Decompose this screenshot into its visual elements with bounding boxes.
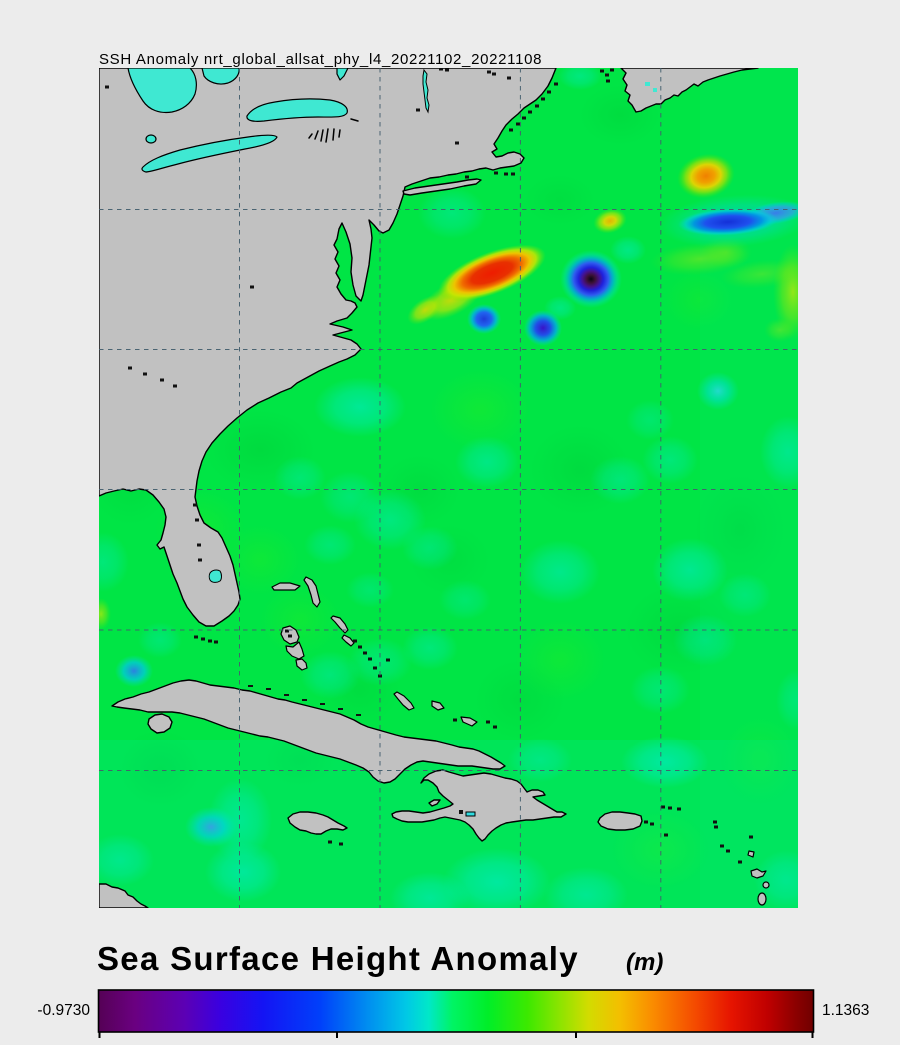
svg-text:(m): (m)	[626, 949, 663, 976]
svg-text:1.1363: 1.1363	[822, 1002, 869, 1019]
svg-text:-0.9730: -0.9730	[37, 1002, 90, 1019]
svg-text:Sea Surface Height Anomaly: Sea Surface Height Anomaly	[97, 940, 579, 977]
svg-text:SSH Anomaly nrt_global_allsat_: SSH Anomaly nrt_global_allsat_phy_l4_202…	[99, 51, 542, 68]
